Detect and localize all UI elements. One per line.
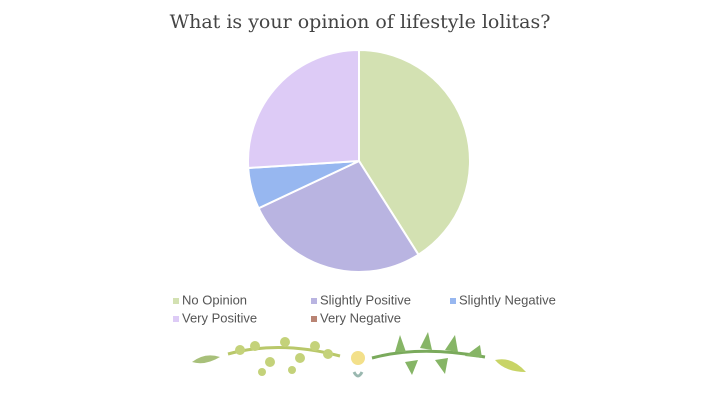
chart-title: What is your opinion of lifestyle lolita… bbox=[170, 11, 551, 33]
legend-swatch bbox=[173, 316, 179, 322]
pie-slice bbox=[257, 159, 420, 273]
vine-decoration bbox=[192, 332, 526, 378]
legend-swatch bbox=[311, 316, 317, 322]
legend-label: Very Positive bbox=[182, 310, 257, 325]
legend-swatch bbox=[450, 298, 456, 304]
legend-label: Slightly Positive bbox=[320, 292, 411, 307]
legend-label: Very Negative bbox=[320, 310, 401, 325]
legend-label: Slightly Negative bbox=[459, 292, 556, 307]
legend-swatch bbox=[311, 298, 317, 304]
pie-slice bbox=[247, 48, 360, 170]
legend-label: No Opinion bbox=[182, 292, 247, 307]
legend-swatch bbox=[173, 298, 179, 304]
